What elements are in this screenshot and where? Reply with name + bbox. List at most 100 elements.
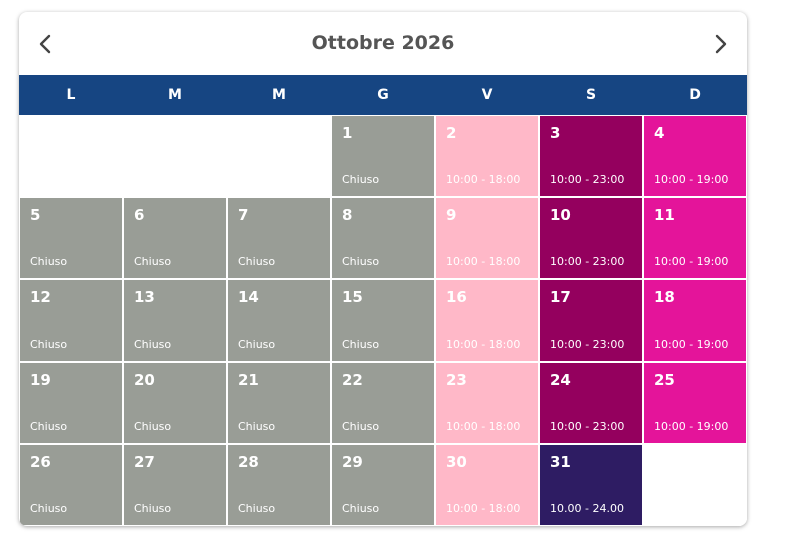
opening-hours: 10:00 - 19:00 [654, 255, 729, 269]
prev-month-button[interactable] [28, 26, 64, 62]
day-cell[interactable]: 4 10:00 - 19:00 [643, 115, 747, 198]
day-number: 15 [342, 288, 363, 307]
day-number: 18 [654, 288, 675, 307]
empty-cell [643, 443, 747, 526]
day-cell[interactable]: 18 10:00 - 19:00 [643, 279, 747, 362]
opening-hours: Chiuso [342, 255, 380, 269]
opening-hours: Chiuso [238, 255, 276, 269]
opening-hours: 10:00 - 23:00 [550, 337, 625, 351]
opening-hours: 10:00 - 19:00 [654, 337, 729, 351]
day-number: 20 [134, 370, 155, 389]
empty-cell [227, 115, 331, 198]
day-number: 10 [550, 206, 571, 225]
day-number: 16 [446, 288, 467, 307]
calendar-header: Ottobre 2026 [19, 12, 747, 75]
opening-hours: Chiuso [238, 419, 276, 433]
day-number: 11 [654, 206, 675, 225]
day-cell[interactable]: 9 10:00 - 18:00 [435, 197, 539, 280]
day-number: 22 [342, 370, 363, 389]
day-number: 24 [550, 370, 571, 389]
chevron-right-icon [715, 34, 727, 54]
opening-hours: Chiuso [342, 173, 380, 187]
day-cell[interactable]: 31 10.00 - 24.00 [539, 443, 643, 526]
weekday-wednesday: M [272, 87, 286, 103]
day-cell[interactable]: 24 10:00 - 23:00 [539, 361, 643, 444]
day-cell[interactable]: 5 Chiuso [19, 197, 123, 280]
weekday-saturday: S [585, 87, 597, 103]
opening-hours: Chiuso [342, 501, 380, 515]
empty-cell [123, 115, 227, 198]
calendar-card: Ottobre 2026 L M M G V S D 1 Chiuso 2 10:00… [19, 12, 747, 526]
day-cell[interactable]: 15 Chiuso [331, 279, 435, 362]
day-number: 21 [238, 370, 259, 389]
month-title: Ottobre 2026 [311, 32, 455, 54]
opening-hours: 10:00 - 18:00 [446, 419, 521, 433]
day-cell[interactable]: 16 10:00 - 18:00 [435, 279, 539, 362]
day-cell[interactable]: 1 Chiuso [331, 115, 435, 198]
day-number: 29 [342, 452, 363, 471]
day-number: 2 [446, 124, 457, 142]
opening-hours: Chiuso [238, 337, 276, 351]
opening-hours: 10:00 - 19:00 [654, 419, 729, 433]
day-cell[interactable]: 26 Chiuso [19, 443, 123, 526]
day-number: 7 [238, 206, 249, 225]
day-cell[interactable]: 25 10:00 - 19:00 [643, 361, 747, 444]
opening-hours: 10:00 - 18:00 [446, 173, 521, 187]
opening-hours: Chiuso [134, 255, 172, 269]
day-number: 13 [134, 288, 155, 307]
day-number: 5 [30, 206, 41, 225]
day-cell[interactable]: 21 Chiuso [227, 361, 331, 444]
day-cell[interactable]: 14 Chiuso [227, 279, 331, 362]
day-cell[interactable]: 12 Chiuso [19, 279, 123, 362]
day-number: 8 [342, 206, 353, 225]
opening-hours: 10:00 - 23:00 [550, 419, 625, 433]
day-number: 17 [550, 288, 571, 307]
weekday-tuesday: M [168, 87, 182, 103]
day-cell[interactable]: 11 10:00 - 19:00 [643, 197, 747, 280]
opening-hours: Chiuso [238, 501, 276, 515]
opening-hours: 10:00 - 23:00 [550, 255, 625, 269]
day-number: 19 [30, 370, 51, 389]
day-number: 6 [134, 206, 145, 225]
day-cell[interactable]: 27 Chiuso [123, 443, 227, 526]
day-cell[interactable]: 20 Chiuso [123, 361, 227, 444]
day-number: 31 [550, 452, 571, 471]
day-number: 28 [238, 452, 259, 471]
weekday-monday: L [66, 87, 76, 103]
day-number: 26 [30, 452, 51, 471]
day-cell[interactable]: 30 10:00 - 18:00 [435, 443, 539, 526]
day-cell[interactable]: 10 10:00 - 23:00 [539, 197, 643, 280]
day-cell[interactable]: 6 Chiuso [123, 197, 227, 280]
day-cell[interactable]: 17 10:00 - 23:00 [539, 279, 643, 362]
day-cell[interactable]: 13 Chiuso [123, 279, 227, 362]
day-cell[interactable]: 3 10:00 - 23:00 [539, 115, 643, 198]
opening-hours: 10:00 - 18:00 [446, 255, 521, 269]
day-cell[interactable]: 22 Chiuso [331, 361, 435, 444]
day-number: 4 [654, 124, 665, 142]
weekday-thursday: G [377, 87, 389, 103]
opening-hours: 10:00 - 23:00 [550, 173, 625, 187]
opening-hours: Chiuso [342, 419, 380, 433]
day-number: 9 [446, 206, 457, 225]
day-number: 25 [654, 370, 675, 389]
calendar-grid: 1 Chiuso 2 10:00 - 18:00 3 10:00 - 23:00 4 10:0… [19, 115, 747, 526]
day-cell[interactable]: 8 Chiuso [331, 197, 435, 280]
day-cell[interactable]: 29 Chiuso [331, 443, 435, 526]
day-cell[interactable]: 23 10:00 - 18:00 [435, 361, 539, 444]
opening-hours: Chiuso [134, 419, 172, 433]
day-cell[interactable]: 19 Chiuso [19, 361, 123, 444]
day-number: 1 [342, 124, 353, 142]
day-number: 30 [446, 452, 467, 471]
day-number: 12 [30, 288, 51, 307]
day-number: 27 [134, 452, 155, 471]
next-month-button[interactable] [702, 26, 738, 62]
day-number: 23 [446, 370, 467, 389]
weekday-sunday: D [689, 87, 701, 103]
opening-hours: Chiuso [30, 255, 68, 269]
day-cell[interactable]: 7 Chiuso [227, 197, 331, 280]
day-cell[interactable]: 2 10:00 - 18:00 [435, 115, 539, 198]
opening-hours: 10:00 - 18:00 [446, 501, 521, 515]
day-cell[interactable]: 28 Chiuso [227, 443, 331, 526]
opening-hours: Chiuso [342, 337, 380, 351]
chevron-left-icon [39, 34, 51, 54]
